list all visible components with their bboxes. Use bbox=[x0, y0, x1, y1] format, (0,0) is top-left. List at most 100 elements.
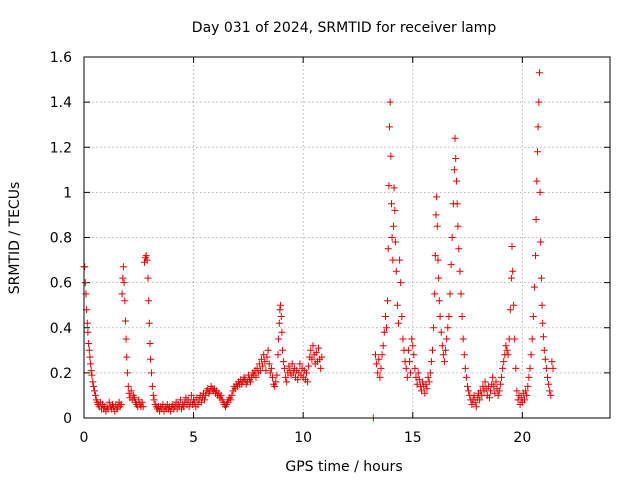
data-point bbox=[118, 290, 126, 298]
data-point bbox=[535, 69, 543, 77]
data-point bbox=[389, 256, 397, 264]
data-point bbox=[459, 335, 467, 343]
data-point bbox=[414, 369, 422, 377]
data-point bbox=[143, 256, 151, 264]
chart-title: Day 031 of 2024, SRMTID for receiver lam… bbox=[192, 20, 497, 36]
data-point bbox=[548, 358, 556, 366]
x-tick-label: 5 bbox=[189, 430, 198, 446]
data-point bbox=[407, 369, 415, 377]
data-point bbox=[381, 313, 389, 320]
data-point bbox=[512, 364, 520, 372]
data-point bbox=[123, 353, 131, 361]
data-point bbox=[90, 382, 98, 390]
data-point bbox=[83, 319, 91, 327]
y-tick-label: 1.6 bbox=[50, 50, 72, 66]
data-point bbox=[376, 373, 384, 381]
data-point bbox=[396, 256, 404, 264]
data-point bbox=[427, 358, 435, 366]
data-point bbox=[217, 391, 225, 399]
data-point bbox=[529, 313, 537, 320]
data-point bbox=[127, 387, 135, 395]
data-point bbox=[276, 306, 284, 314]
data-point bbox=[263, 353, 271, 361]
data-point bbox=[452, 155, 460, 162]
data-point bbox=[476, 396, 484, 404]
data-point bbox=[409, 342, 417, 350]
data-point bbox=[509, 267, 517, 275]
data-point bbox=[387, 152, 395, 160]
data-point bbox=[130, 394, 138, 402]
data-point bbox=[119, 263, 127, 271]
data-point bbox=[432, 211, 440, 219]
data-point bbox=[271, 382, 279, 390]
data-point bbox=[487, 387, 495, 395]
data-point bbox=[542, 364, 550, 372]
data-point bbox=[273, 371, 281, 379]
data-point bbox=[122, 335, 130, 343]
data-point bbox=[269, 373, 276, 381]
data-point bbox=[85, 340, 93, 347]
data-point bbox=[503, 346, 511, 354]
data-point bbox=[228, 391, 236, 399]
data-point bbox=[430, 324, 438, 332]
data-point bbox=[379, 342, 387, 350]
data-point bbox=[398, 313, 406, 320]
data-point bbox=[454, 222, 462, 230]
data-point bbox=[123, 369, 131, 377]
data-point bbox=[145, 297, 153, 305]
data-point bbox=[547, 391, 555, 399]
data-point bbox=[377, 364, 385, 372]
data-point bbox=[148, 382, 156, 390]
data-point bbox=[406, 358, 413, 366]
data-point bbox=[421, 389, 429, 397]
data-point bbox=[187, 391, 195, 399]
data-point bbox=[279, 358, 287, 366]
data-point bbox=[85, 346, 93, 354]
data-point bbox=[391, 206, 399, 214]
data-point bbox=[443, 335, 451, 343]
data-point bbox=[294, 376, 302, 384]
data-point bbox=[462, 373, 470, 381]
data-point bbox=[538, 301, 546, 309]
data-point bbox=[425, 378, 433, 386]
data-point bbox=[446, 290, 454, 298]
data-points bbox=[80, 69, 557, 422]
y-tick-label: 0.8 bbox=[50, 231, 72, 247]
data-point bbox=[411, 364, 419, 372]
data-point bbox=[445, 313, 453, 320]
data-point bbox=[395, 319, 402, 327]
data-point bbox=[91, 391, 99, 399]
data-point bbox=[532, 252, 539, 260]
data-point bbox=[533, 177, 541, 185]
data-point bbox=[138, 398, 146, 406]
x-tick-label: 0 bbox=[80, 430, 89, 446]
y-tick-label: 1 bbox=[63, 185, 72, 201]
data-point bbox=[89, 378, 97, 386]
data-point bbox=[402, 364, 410, 372]
data-point bbox=[121, 297, 129, 305]
x-tick-label: 20 bbox=[513, 430, 531, 446]
data-point bbox=[392, 267, 400, 275]
data-point bbox=[500, 358, 508, 366]
data-point bbox=[176, 396, 184, 404]
data-point bbox=[423, 385, 431, 393]
data-point bbox=[498, 373, 505, 381]
data-point bbox=[523, 391, 531, 399]
data-point bbox=[277, 313, 285, 320]
data-point bbox=[429, 346, 436, 354]
data-point bbox=[374, 369, 382, 377]
data-point bbox=[472, 403, 480, 411]
data-point bbox=[433, 193, 441, 201]
data-point bbox=[537, 238, 545, 246]
data-point bbox=[510, 301, 518, 309]
plot-frame bbox=[83, 56, 611, 419]
data-point bbox=[81, 263, 89, 271]
data-point bbox=[390, 184, 398, 192]
data-point bbox=[499, 364, 507, 372]
data-point bbox=[303, 369, 310, 377]
data-point bbox=[464, 382, 471, 390]
data-point bbox=[399, 335, 407, 343]
data-point bbox=[522, 387, 530, 395]
data-point bbox=[456, 267, 464, 275]
data-point bbox=[525, 373, 533, 381]
